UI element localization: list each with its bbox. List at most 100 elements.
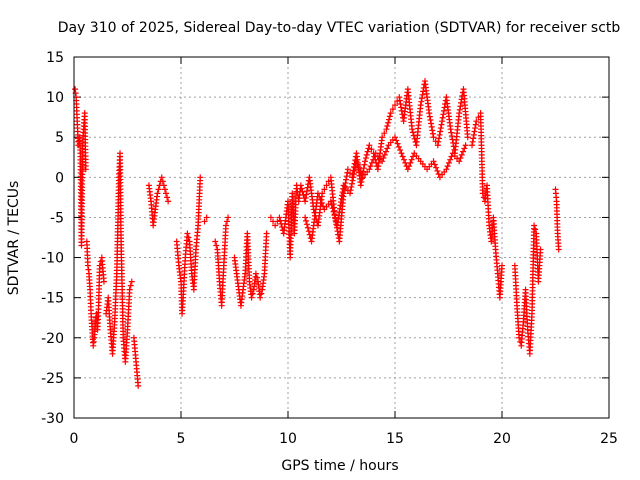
data-point <box>379 134 386 141</box>
data-point <box>126 286 133 293</box>
x-tick-label: 10 <box>279 431 297 447</box>
data-point <box>213 242 220 249</box>
data-point <box>458 99 465 106</box>
data-point <box>386 113 393 120</box>
plot-frame <box>73 56 610 419</box>
data-point <box>302 198 309 205</box>
x-tick-label: 0 <box>70 431 79 447</box>
data-point <box>305 228 312 235</box>
data-point <box>154 190 161 197</box>
data-point <box>456 106 463 113</box>
data-point <box>351 167 358 174</box>
data-point <box>392 102 398 109</box>
data-point <box>398 150 405 157</box>
data-point <box>444 163 451 170</box>
data-point <box>440 107 447 114</box>
data-point <box>456 158 463 165</box>
data-point <box>321 186 328 193</box>
data-point <box>184 230 191 237</box>
data-point <box>303 191 310 198</box>
data-point <box>252 270 259 277</box>
data-point <box>363 151 370 158</box>
data-point <box>457 155 464 162</box>
data-point <box>419 91 426 98</box>
data-point <box>224 218 231 225</box>
data-point <box>397 100 404 107</box>
data-point <box>299 188 306 195</box>
data-point <box>367 163 374 170</box>
data-point <box>257 294 264 301</box>
x-tick-label: 5 <box>177 431 186 447</box>
data-point <box>164 194 171 201</box>
data-point <box>327 198 334 205</box>
data-point <box>437 128 444 135</box>
data-point <box>362 155 369 162</box>
data-point <box>159 178 166 185</box>
data-point <box>457 103 464 110</box>
data-point <box>395 143 402 150</box>
data-point <box>384 145 391 152</box>
data-point <box>354 161 361 168</box>
data-point <box>433 164 440 171</box>
data-point <box>370 156 377 163</box>
data-point <box>160 182 167 189</box>
x-tick-label: 20 <box>493 431 511 447</box>
data-point <box>347 190 354 197</box>
data-point <box>349 177 356 184</box>
data-point <box>249 290 256 297</box>
data-point <box>473 118 480 125</box>
data-point <box>439 118 446 125</box>
data-point <box>383 148 390 155</box>
data-point <box>406 163 413 170</box>
data-point <box>258 290 265 297</box>
data-point <box>447 126 454 133</box>
data-point <box>368 159 375 166</box>
data-point <box>328 201 335 208</box>
data-point <box>343 176 350 183</box>
data-point <box>316 193 323 200</box>
data-point <box>438 121 445 128</box>
data-point <box>431 161 438 168</box>
data-point <box>343 173 350 180</box>
data-point <box>458 151 465 158</box>
data-point <box>357 182 364 189</box>
data-point <box>303 217 310 224</box>
data-point <box>163 190 170 197</box>
y-tick-label: -20 <box>41 331 64 347</box>
data-point <box>397 147 404 154</box>
data-point <box>366 166 373 173</box>
data-point <box>392 134 398 141</box>
data-point <box>366 142 373 149</box>
data-point <box>297 182 304 189</box>
x-tick-label: 25 <box>600 431 618 447</box>
data-point <box>402 159 409 166</box>
chart-title: Day 310 of 2025, Sidereal Day-to-day VTE… <box>58 20 621 36</box>
data-point <box>317 196 324 203</box>
data-point <box>428 120 435 127</box>
data-point <box>393 137 400 144</box>
data-point <box>531 222 538 229</box>
data-point <box>161 186 168 193</box>
data-point <box>471 128 478 135</box>
data-point <box>364 148 371 155</box>
data-point <box>358 178 365 185</box>
data-point <box>537 246 544 253</box>
data-point <box>253 274 260 281</box>
data-point <box>353 158 360 165</box>
data-point <box>516 334 523 341</box>
data-point <box>417 102 424 109</box>
data-point <box>427 117 434 124</box>
data-point <box>448 129 455 136</box>
data-point <box>365 145 372 152</box>
data-point <box>445 159 452 166</box>
data-point <box>361 161 368 168</box>
data-point <box>447 156 454 163</box>
data-point <box>362 158 369 165</box>
data-point <box>532 226 539 233</box>
y-tick-label: 10 <box>46 90 64 106</box>
data-point <box>383 126 390 133</box>
data-point <box>348 180 355 187</box>
data-point <box>396 94 403 101</box>
data-point <box>400 156 407 163</box>
